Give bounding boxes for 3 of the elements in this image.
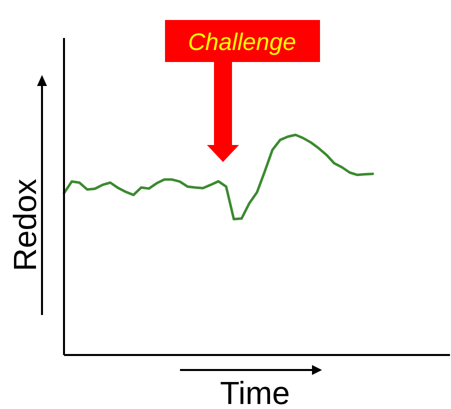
x-axis-title: Time <box>220 375 290 409</box>
text: Challenge <box>188 29 296 56</box>
y-axis-title: Redox <box>7 178 43 272</box>
